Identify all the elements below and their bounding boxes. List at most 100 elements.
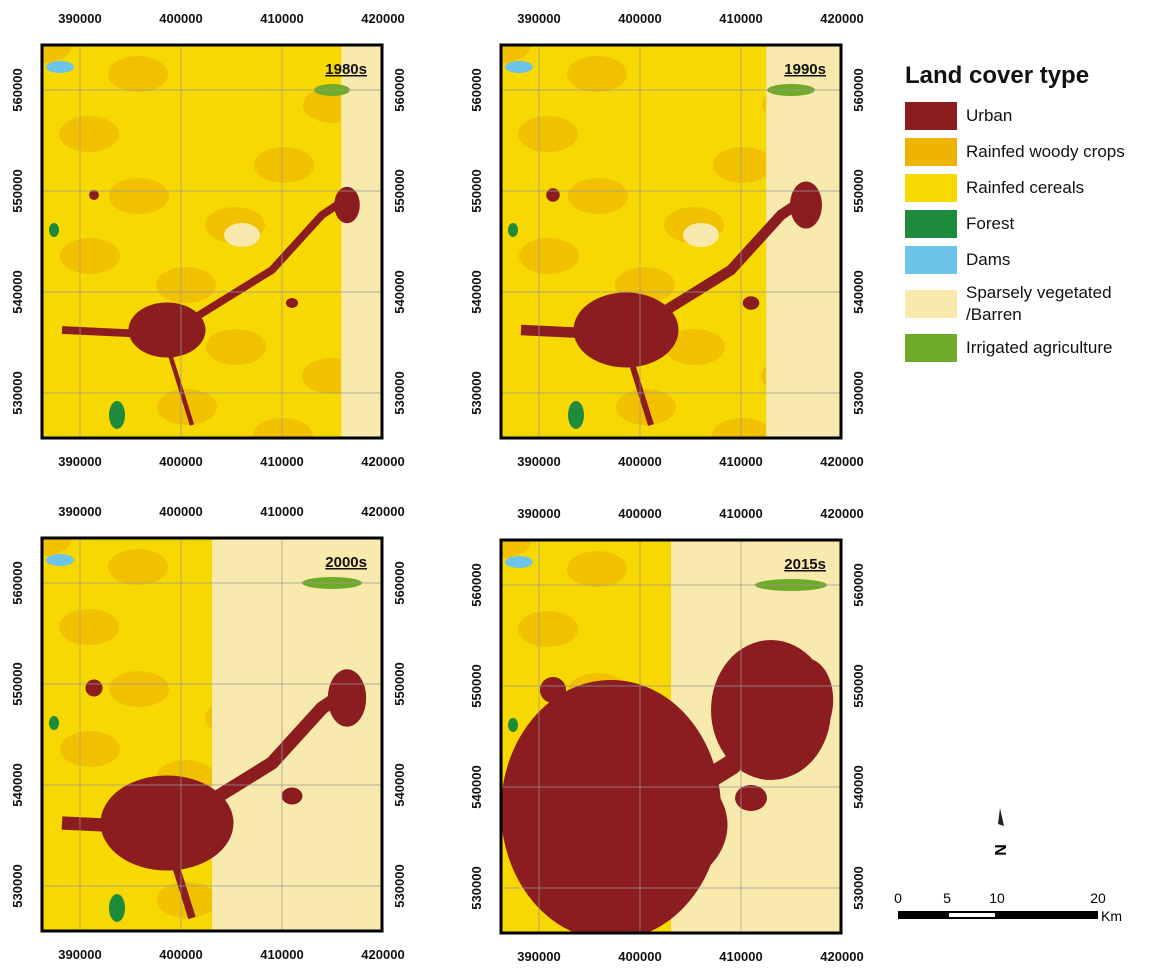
urban <box>163 836 196 920</box>
x-tick-label: 410000 <box>719 454 762 469</box>
urban <box>164 344 195 426</box>
urban <box>285 298 299 308</box>
y-tick-label: 560000 <box>469 563 484 606</box>
woody-crops <box>501 540 531 558</box>
y-tick-label: 550000 <box>469 169 484 212</box>
forest <box>508 718 518 732</box>
x-tick-label: 410000 <box>260 454 303 469</box>
woody-crops <box>60 731 120 767</box>
y-tick-label: 530000 <box>10 371 25 414</box>
woody-crops <box>713 147 773 183</box>
x-tick-label: 390000 <box>58 454 101 469</box>
panel-label: 1990s <box>784 61 826 78</box>
land-cover <box>501 540 841 933</box>
x-tick-label: 420000 <box>820 11 863 26</box>
sparse <box>224 223 260 247</box>
x-tick-label: 420000 <box>820 454 863 469</box>
y-tick-label: 530000 <box>851 371 866 414</box>
urban <box>546 188 560 202</box>
forest <box>568 401 584 429</box>
map-panel: 390000 390000 400000 400000 410000 410000 4200… <box>10 504 407 962</box>
y-tick-label: 550000 <box>392 662 407 705</box>
forest <box>109 401 125 429</box>
legend-swatch <box>905 174 957 202</box>
urban <box>334 186 360 224</box>
x-tick-label: 400000 <box>618 949 661 964</box>
woody-crops <box>108 56 168 92</box>
woody-crops <box>254 147 314 183</box>
x-tick-label: 420000 <box>361 11 404 26</box>
legend: Land cover type Urban Rainfed woody crops… <box>905 62 1145 370</box>
map-frame <box>40 43 384 440</box>
x-tick-label: 390000 <box>58 947 101 962</box>
forest <box>508 223 518 237</box>
scale-label: 0 <box>894 890 902 906</box>
x-tick-label: 400000 <box>618 506 661 521</box>
legend-swatch <box>905 138 957 166</box>
legend-label: Dams <box>966 250 1011 269</box>
x-tick-label: 390000 <box>58 504 101 519</box>
x-tick-label: 410000 <box>719 506 762 521</box>
urban <box>501 680 721 933</box>
urban <box>742 296 760 310</box>
y-tick-label: 550000 <box>851 664 866 707</box>
y-tick-label: 560000 <box>851 563 866 606</box>
woody-crops <box>42 538 72 556</box>
x-tick-label: 420000 <box>361 947 404 962</box>
map-panel: 390000 390000 400000 400000 410000 410000 4200… <box>10 11 407 469</box>
woody-crops <box>109 178 169 214</box>
x-tick-label: 390000 <box>517 506 560 521</box>
legend-item: Rainfed cereals <box>905 174 1145 202</box>
dam <box>505 556 533 568</box>
woody-crops <box>567 551 627 587</box>
woody-crops <box>108 549 168 585</box>
x-tick-label: 400000 <box>618 454 661 469</box>
forest <box>109 894 125 922</box>
land-cover <box>501 45 841 438</box>
y-tick-label: 540000 <box>469 270 484 313</box>
y-tick-label: 560000 <box>10 68 25 111</box>
y-tick-label: 530000 <box>392 371 407 414</box>
urban <box>128 302 206 358</box>
x-tick-label: 410000 <box>260 11 303 26</box>
woody-crops <box>59 609 119 645</box>
legend-title: Land cover type <box>905 62 1090 89</box>
land-cover <box>42 538 382 931</box>
x-tick-label: 410000 <box>260 947 303 962</box>
y-tick-label: 560000 <box>851 68 866 111</box>
y-tick-label: 540000 <box>851 765 866 808</box>
legend-item: Sparsely vegetated /Barren <box>905 282 1145 326</box>
legend-swatch <box>905 290 957 318</box>
land-cover <box>42 45 382 438</box>
legend-swatch <box>905 210 957 238</box>
legend-item: Irrigated agriculture <box>905 334 1145 362</box>
map-frame <box>40 536 384 933</box>
y-tick-label: 560000 <box>469 68 484 111</box>
urban <box>281 787 303 805</box>
x-tick-label: 400000 <box>159 947 202 962</box>
legend-items: Urban Rainfed woody crops Rainfed cereals F… <box>905 102 1145 362</box>
legend-label: Irrigated agriculture <box>966 338 1113 357</box>
x-tick-label: 420000 <box>820 506 863 521</box>
x-tick-label: 410000 <box>719 11 762 26</box>
urban <box>61 191 355 339</box>
legend-swatch <box>905 334 957 362</box>
y-tick-label: 560000 <box>392 561 407 604</box>
scale-label: 20 <box>1090 890 1106 906</box>
woody-crops <box>206 329 266 365</box>
woody-crops <box>518 611 578 647</box>
panel-label: 1980s <box>325 61 367 78</box>
y-tick-label: 530000 <box>851 866 866 909</box>
scale-bar <box>898 911 1098 919</box>
sparse <box>341 45 382 438</box>
urban <box>735 784 767 812</box>
dam <box>46 554 74 566</box>
y-tick-label: 550000 <box>392 169 407 212</box>
dam <box>46 61 74 73</box>
scale-label: 5 <box>943 890 951 906</box>
y-tick-label: 530000 <box>469 866 484 909</box>
y-tick-label: 540000 <box>392 270 407 313</box>
panel-label: 2015s <box>784 556 826 573</box>
